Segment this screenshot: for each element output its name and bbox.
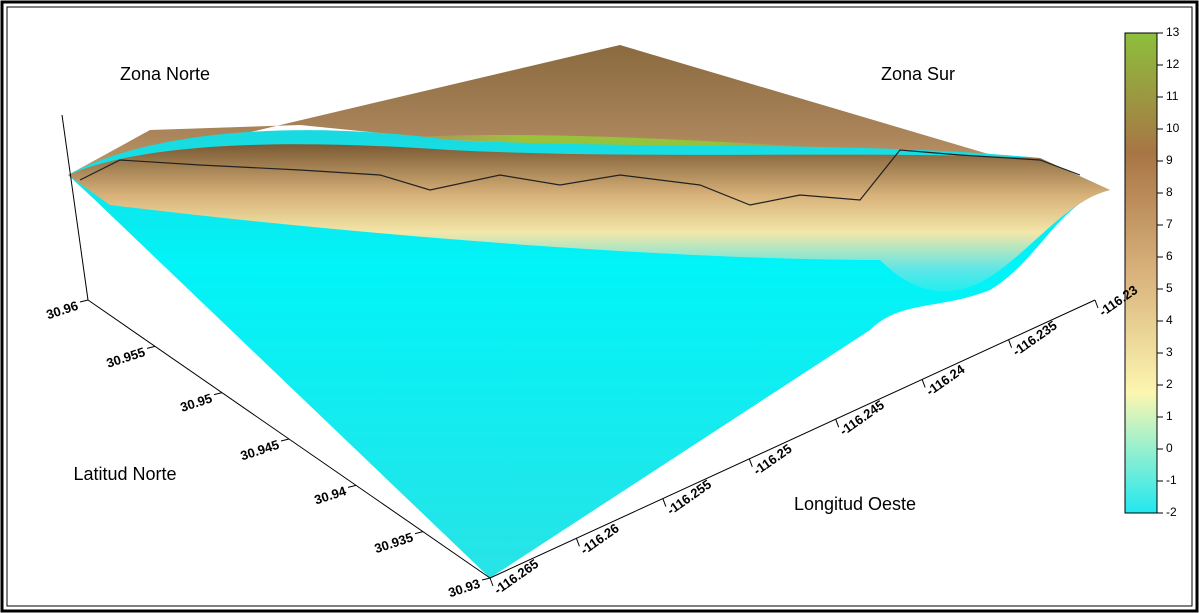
x-tick-label: -116.235	[1010, 318, 1060, 359]
x-tick-label: -116.25	[750, 441, 794, 478]
y-tick-label: 30.96	[44, 298, 80, 322]
y-tick	[80, 300, 88, 302]
colorbar-tick-label: 0	[1166, 441, 1173, 455]
colorbar-tick-label: 2	[1166, 377, 1173, 391]
y-tick-label: 30.94	[312, 483, 348, 508]
colorbar-tick-label: 6	[1166, 249, 1173, 263]
colorbar	[1125, 33, 1157, 513]
colorbar-tick-label: 5	[1166, 281, 1173, 295]
colorbar-tick-label: 3	[1166, 345, 1173, 359]
y-tick	[281, 439, 289, 441]
colorbar-tick-label: 7	[1166, 217, 1173, 231]
y-tick	[348, 485, 356, 487]
colorbar-tick-label: -1	[1166, 473, 1177, 487]
z-axis-line	[62, 115, 88, 300]
y-tick	[147, 346, 155, 348]
x-axis-title: Longitud Oeste	[794, 494, 916, 514]
colorbar-tick-label: 1	[1166, 409, 1173, 423]
colorbar-tick-label: 13	[1166, 25, 1180, 39]
annotation: Zona Sur	[881, 64, 955, 84]
y-tick	[415, 532, 423, 534]
y-tick-label: 30.935	[373, 530, 415, 557]
colorbar-tick-label: 12	[1166, 57, 1180, 71]
annotation: Zona Norte	[120, 64, 210, 84]
y-tick	[214, 393, 222, 395]
colorbar-tick-label: 11	[1166, 89, 1179, 103]
x-tick-label: -116.255	[664, 477, 714, 518]
y-tick-label: 30.93	[446, 576, 482, 600]
colorbar-tick-label: -2	[1166, 505, 1177, 519]
y-tick	[482, 578, 490, 580]
y-tick-label: 30.945	[239, 437, 281, 464]
colorbar-tick-label: 10	[1166, 121, 1180, 135]
colorbar-tick-label: 9	[1166, 153, 1173, 167]
colorbar-tick-label: 8	[1166, 185, 1173, 199]
x-tick-label: -116.24	[923, 361, 968, 399]
colorbar-tick-label: 4	[1166, 313, 1173, 327]
chart: Zona Norte Zona Sur Latitud Norte Longit…	[0, 0, 1199, 613]
y-tick-label: 30.955	[105, 344, 147, 371]
x-tick-label: -116.245	[837, 397, 887, 438]
y-tick-label: 30.95	[178, 391, 214, 415]
x-tick-label: -116.26	[578, 520, 622, 557]
y-axis-title: Latitud Norte	[73, 464, 176, 484]
